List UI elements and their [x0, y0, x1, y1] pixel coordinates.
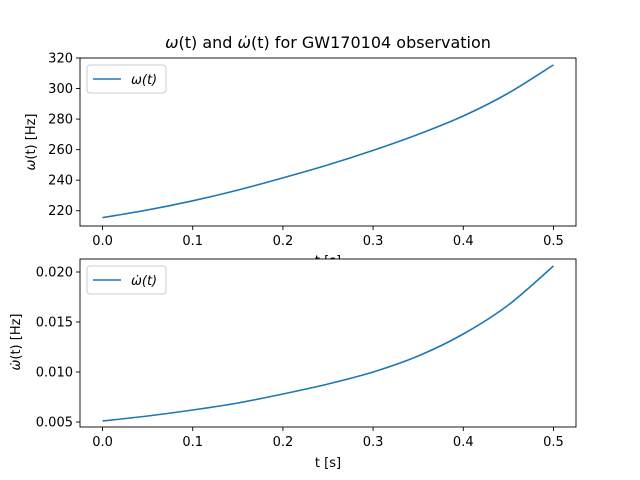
omega-legend: ω(t) [86, 64, 167, 94]
omega-dot-legend-box [86, 265, 167, 295]
omega-x-ticks: 0.0 0.1 0.2 0.3 0.4 0.5 [92, 226, 564, 249]
omega-dot-y-axis-label: ω̇(t) [Hz] [9, 313, 24, 370]
omega-dot-y-tick-label: 0.020 [36, 266, 73, 281]
omega-x-tick-label: 0.4 [453, 234, 474, 249]
title-omega-dot-symbol: ω̇ [238, 33, 251, 52]
omega-dot-x-tick-label: 0.2 [273, 435, 294, 450]
omega-y-tick-label: 280 [48, 113, 73, 128]
omega-dot-x-tick-label: 0.4 [453, 435, 474, 450]
title-omega-arg: (t) [179, 33, 198, 52]
title-and: and [197, 33, 237, 52]
omega-dot-y-tick-label: 0.015 [36, 316, 73, 331]
omega-y-tick-label: 240 [48, 174, 73, 189]
omega-dot-y-tick-label: 0.005 [36, 416, 73, 431]
title-omega-symbol: ω [165, 33, 178, 52]
omega-legend-label: ω(t) [131, 73, 157, 88]
omega-dot-legend-rest: (t) [142, 274, 157, 289]
omega-dot-x-axis-label: t [s] [315, 456, 341, 471]
omega-y-label-rest: (t) [Hz] [24, 113, 39, 159]
omega-dot-x-tick-label: 0.3 [363, 435, 384, 450]
omega-legend-symbol: ω [131, 73, 142, 88]
omega-y-tick-label: 300 [48, 82, 73, 97]
omega-x-tick-label: 0.0 [92, 234, 113, 249]
omega-x-tick-label: 0.1 [182, 234, 203, 249]
omega-dot-y-tick-label: 0.010 [36, 366, 73, 381]
title-rest: for GW170104 observation [270, 33, 491, 52]
omega-axes-frame [79, 57, 577, 227]
omega-dot-legend-symbol: ω̇ [131, 274, 142, 289]
omega-dot-axes-frame [79, 258, 577, 428]
omega-y-tick-label: 320 [48, 52, 73, 67]
omega-dot-x-ticks: 0.0 0.1 0.2 0.3 0.4 0.5 [92, 427, 564, 450]
omega-x-tick-label: 0.3 [363, 234, 384, 249]
omega-y-label-symbol: ω [24, 160, 39, 171]
omega-y-axis-label: ω(t) [Hz] [24, 113, 39, 170]
omega-dot-series-line [102, 265, 554, 422]
omega-dot-x-tick-label: 0.0 [92, 435, 113, 450]
omega-dot-y-ticks: 0.005 0.010 0.015 0.020 [36, 266, 80, 431]
omega-y-tick-label: 260 [48, 143, 73, 158]
title-omega-dot-arg: (t) [251, 33, 270, 52]
omega-dot-legend: ω̇(t) [86, 265, 167, 295]
omega-legend-box [86, 64, 167, 94]
omega-legend-rest: (t) [142, 73, 157, 88]
omega-dot-y-label-symbol: ω̇ [9, 360, 24, 371]
omega-x-tick-label: 0.5 [543, 234, 564, 249]
omega-dot-x-tick-label: 0.5 [543, 435, 564, 450]
omega-dot-y-label-rest: (t) [Hz] [9, 313, 24, 359]
omega-x-tick-label: 0.2 [273, 234, 294, 249]
omega-y-ticks: 220 240 260 280 300 320 [48, 52, 80, 219]
omega-dot-legend-label: ω̇(t) [131, 274, 157, 289]
omega-dot-x-tick-label: 0.1 [182, 435, 203, 450]
omega-series-line [102, 64, 554, 219]
chart-title: ω(t) and ω̇(t) for GW170104 observation [165, 33, 491, 52]
omega-y-tick-label: 220 [48, 204, 73, 219]
